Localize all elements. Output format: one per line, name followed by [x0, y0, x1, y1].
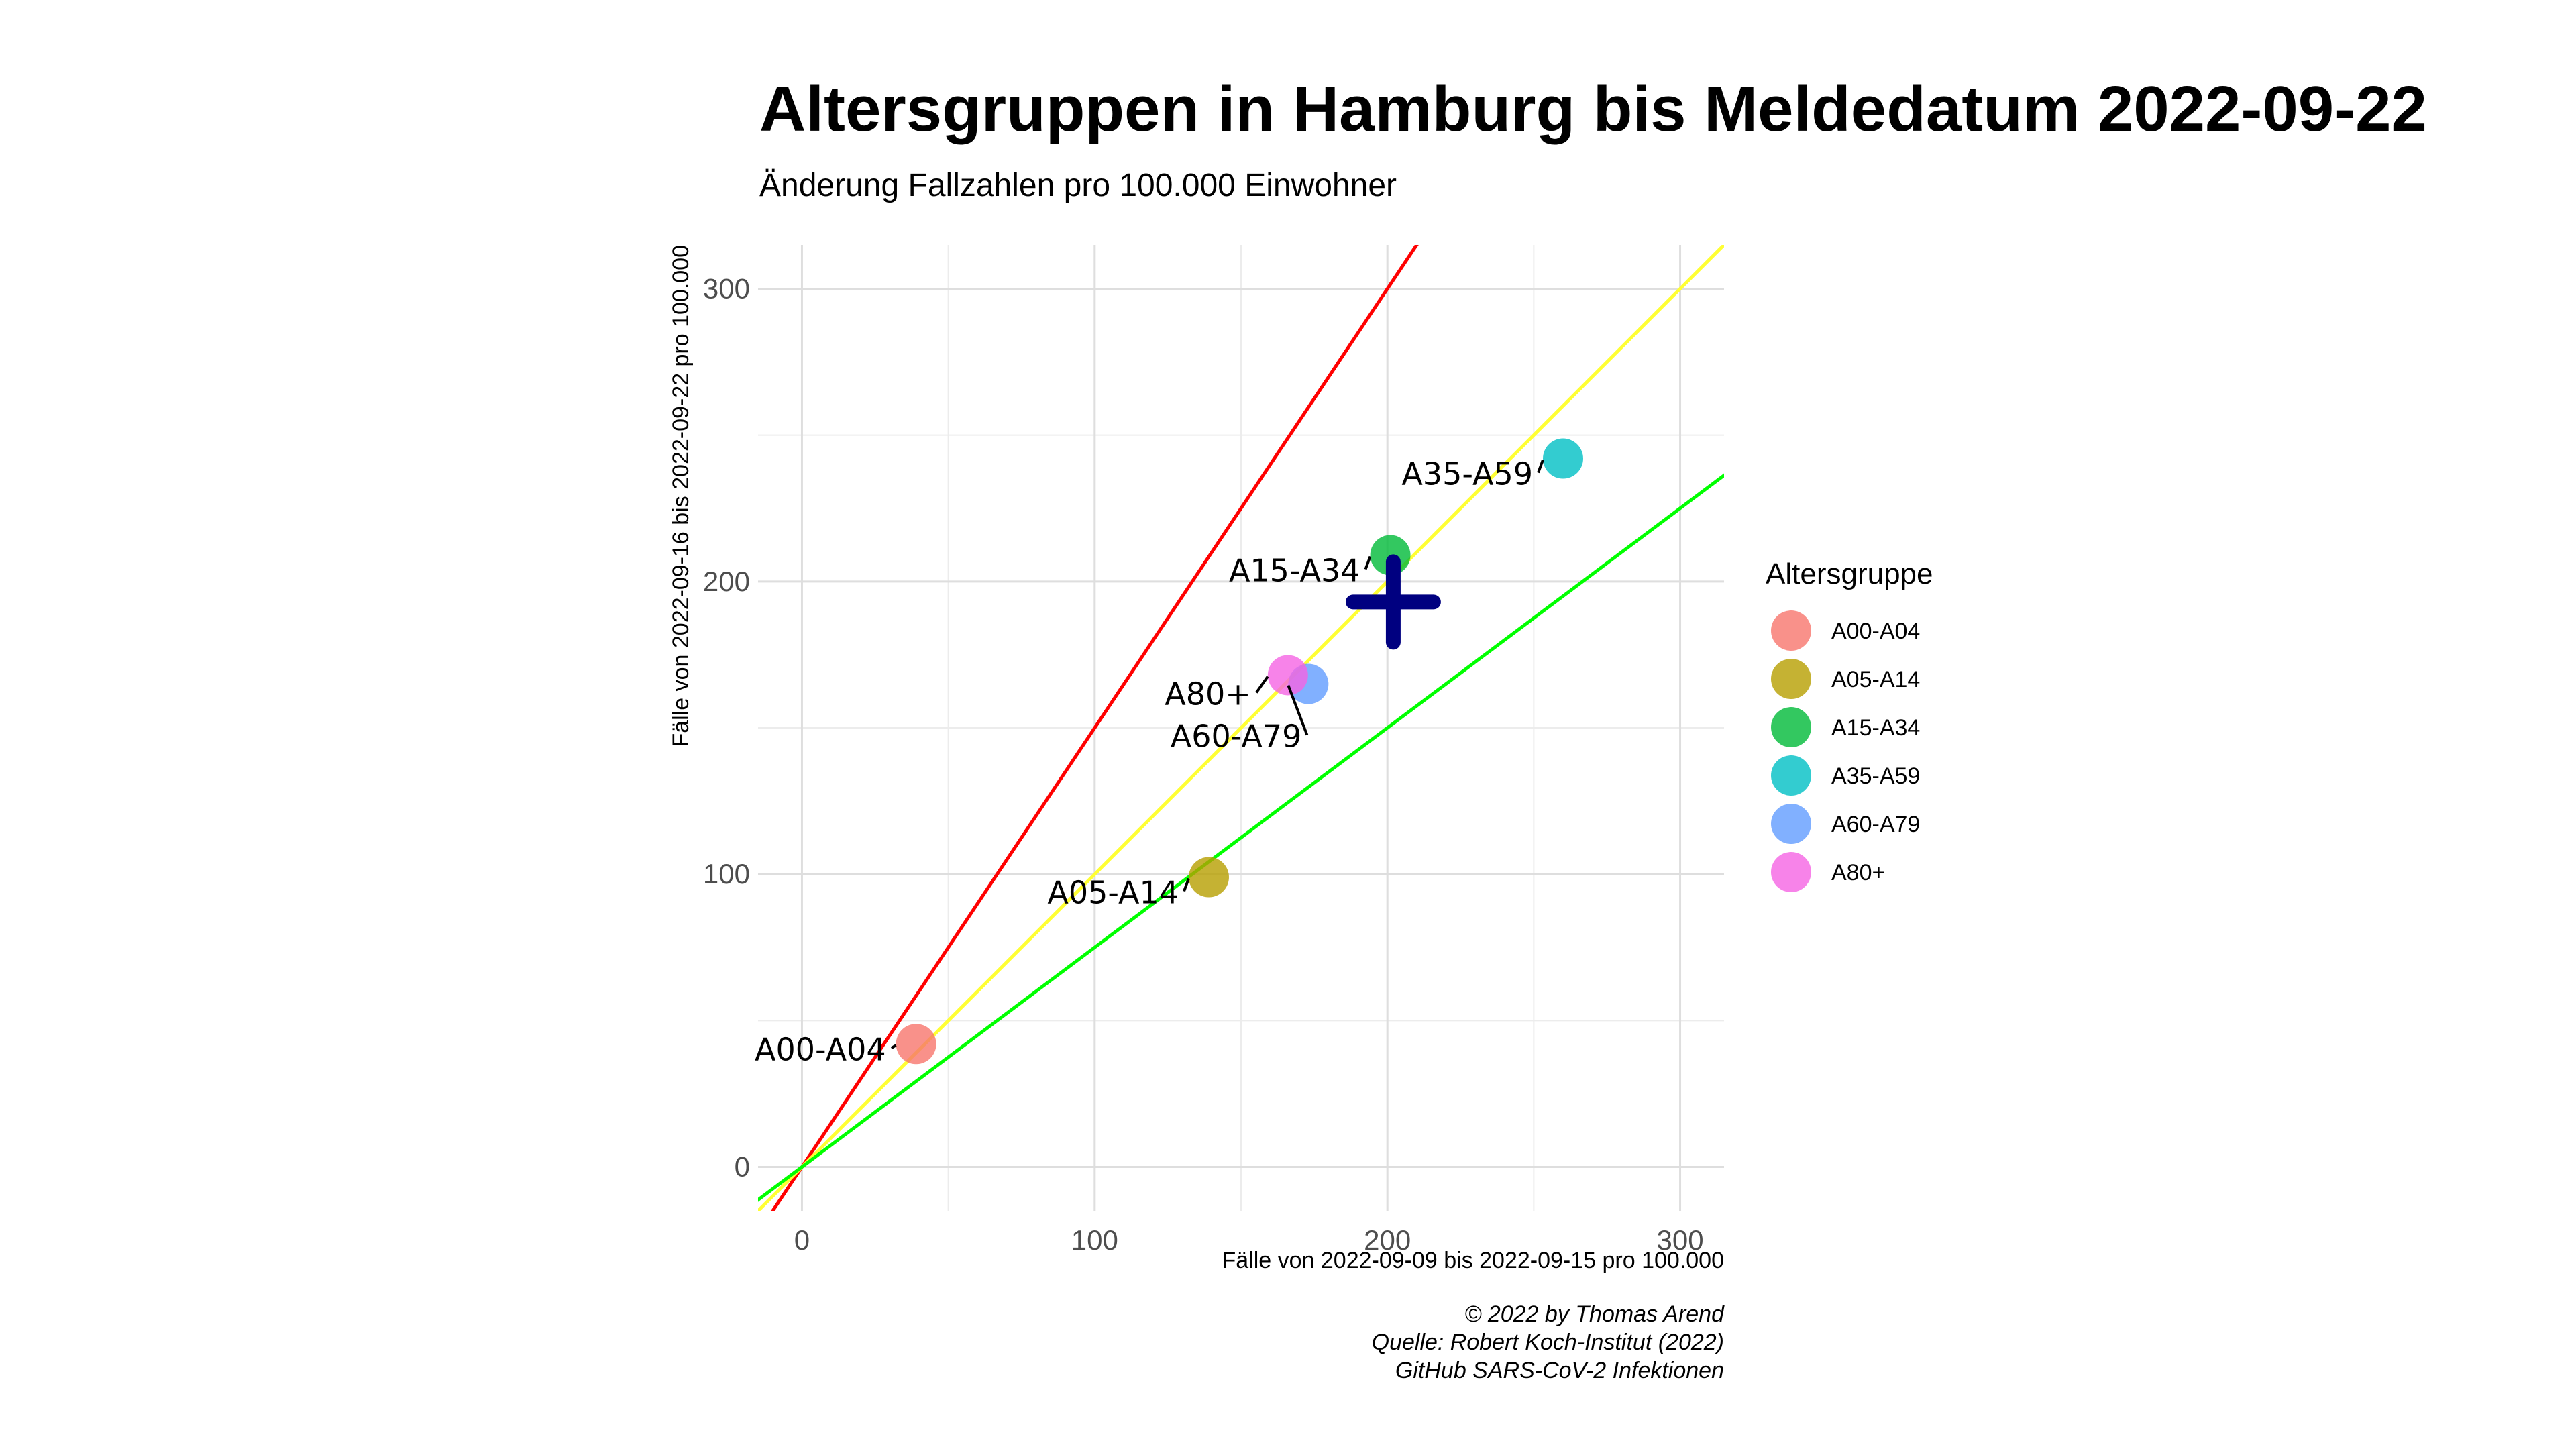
point-label: A35-A59 [1401, 456, 1533, 492]
y-tick-label: 200 [703, 566, 750, 597]
reference-line [758, 473, 1724, 1202]
data-point [1189, 857, 1229, 898]
caption-line-2: Quelle: Robert Koch-Institut (2022) [1372, 1330, 1724, 1355]
label-connectors [890, 459, 1544, 1050]
plot-grid [758, 245, 1724, 1211]
chart-subtitle: Änderung Fallzahlen pro 100.000 Einwohne… [759, 168, 1397, 203]
x-tick-label: 300 [1657, 1224, 1704, 1256]
point-label: A00-A04 [755, 1031, 886, 1067]
legend-label: A60-A79 [1831, 812, 1920, 837]
legend-title: Altersgruppe [1766, 557, 1933, 590]
caption-line-3: GitHub SARS-CoV-2 Infektionen [1395, 1358, 1724, 1383]
legend-label: A15-A34 [1831, 715, 1920, 741]
chart-title: Altersgruppen in Hamburg bis Meldedatum … [759, 73, 2427, 145]
legend-label: A35-A59 [1831, 763, 1920, 789]
point-label: A15-A34 [1229, 553, 1360, 589]
legend-key [1771, 610, 1811, 651]
reference-lines [758, 245, 1724, 1211]
legend-label: A80+ [1831, 860, 1885, 885]
y-tick-label: 300 [703, 272, 750, 304]
legend-label: A00-A04 [1831, 619, 1920, 644]
y-tick-label: 100 [703, 858, 750, 890]
legend-key [1771, 707, 1811, 747]
label-connector [1183, 877, 1190, 892]
y-axis-label: Fälle von 2022-09-16 bis 2022-09-22 pro … [668, 245, 694, 747]
x-tick-label: 100 [1071, 1224, 1118, 1256]
reference-line [758, 245, 1724, 1211]
data-point [1543, 438, 1583, 479]
legend-key [1771, 852, 1811, 892]
data-point [896, 1024, 936, 1065]
legend-key [1771, 755, 1811, 796]
x-tick-label: 200 [1364, 1224, 1411, 1256]
legend-key [1771, 659, 1811, 699]
caption-line-1: © 2022 by Thomas Arend [1464, 1301, 1725, 1327]
x-axis-ticks: 0 100 200 300 [794, 1224, 1704, 1256]
legend: Altersgruppe A00-A04 A05-A14 A15-A34 A35-A5… [1766, 557, 1933, 892]
point-label: A80+ [1165, 676, 1251, 712]
mean-marker [1345, 554, 1441, 650]
point-labels: A00-A04 A05-A14 A15-A34 A35-A59 A60-A79 A80+ [755, 456, 1533, 1068]
legend-key [1771, 804, 1811, 844]
reference-line [770, 245, 1419, 1211]
point-label: A05-A14 [1047, 875, 1179, 911]
x-axis-label: Fälle von 2022-09-09 bis 2022-09-15 pro … [1222, 1248, 1724, 1273]
x-tick-label: 0 [794, 1224, 810, 1256]
label-connector [1537, 459, 1544, 474]
y-axis-ticks: 0 100 200 300 [703, 272, 750, 1182]
label-connector [1255, 676, 1269, 694]
point-label: A60-A79 [1171, 718, 1302, 755]
legend-label: A05-A14 [1831, 667, 1920, 692]
label-connector [890, 1044, 897, 1050]
data-point [1267, 655, 1308, 696]
label-connector [1287, 684, 1309, 736]
y-tick-label: 0 [735, 1151, 750, 1183]
label-connector [1364, 555, 1372, 570]
caption: © 2022 by Thomas Arend Quelle: Robert Ko… [1372, 1301, 1725, 1383]
